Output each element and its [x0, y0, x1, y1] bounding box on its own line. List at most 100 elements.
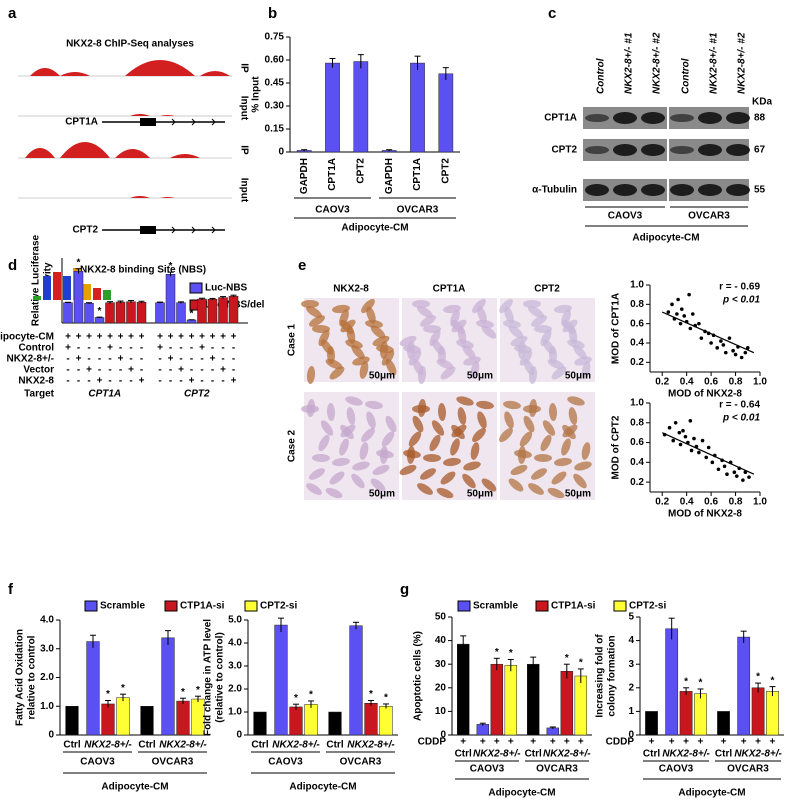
tissue: [346, 407, 356, 425]
gene-exon: [140, 118, 156, 126]
blot-band: [726, 112, 750, 124]
bar: [155, 302, 165, 324]
point: [745, 346, 750, 350]
y-tick-label: 3: [628, 659, 634, 670]
y-tick-label: 0.6: [630, 437, 644, 448]
condition-mark: -: [190, 343, 193, 354]
kda-label: KDa: [752, 97, 772, 108]
y-axis-label: Apoptotic cells (%): [413, 631, 424, 721]
motif-letter: [83, 284, 91, 300]
bar: [325, 62, 340, 153]
blot-band: [613, 184, 637, 196]
condition-mark: -: [211, 343, 214, 354]
group-label: CAOV3: [659, 764, 694, 775]
track-signal: [25, 148, 55, 158]
blot-band: [641, 112, 665, 124]
y-tick-label: 0.60: [265, 55, 285, 66]
treatment-mark: +: [578, 737, 584, 748]
treatment-mark: +: [460, 737, 466, 748]
condition-label: Control: [18, 343, 54, 354]
x-axis-label: Adipocyte-CM: [341, 223, 408, 234]
group-label: OVCAR3: [397, 205, 439, 216]
significance: *: [121, 683, 125, 694]
track-signal: [125, 60, 195, 76]
blot-band: [726, 184, 750, 196]
legend-label: Scramble: [473, 601, 518, 612]
significance: *: [771, 675, 775, 686]
point: [699, 336, 704, 340]
x-axis-label: Adipocyte-CM: [289, 782, 356, 793]
condition-mark: -: [98, 343, 101, 354]
tissue: [463, 461, 481, 471]
condition-label: NKX2-8: [18, 376, 54, 387]
track-label: Input: [238, 96, 249, 121]
bar: [546, 727, 559, 736]
group-label: OVCAR3: [340, 757, 382, 768]
tissue: [531, 315, 547, 327]
case-label: Case 1: [287, 323, 298, 356]
significance: *: [509, 648, 513, 659]
x-tick-label: 1.0: [753, 497, 767, 508]
point: [687, 292, 691, 297]
legend-swatch: [84, 600, 98, 612]
tissue: [417, 306, 433, 318]
point: [681, 428, 685, 433]
tissue: [451, 319, 467, 333]
condition-mark: +: [210, 332, 216, 343]
condition-mark: +: [118, 332, 124, 343]
bar: [228, 295, 239, 324]
x-axis-label: Adipocyte-CM: [101, 782, 168, 793]
bar: [694, 693, 707, 736]
legend-label: CTP1A-si: [551, 601, 596, 612]
lane-label: NKX2-8+/- #2: [737, 32, 748, 94]
motif-letter: [103, 290, 111, 300]
y-tick-label: 1.0: [630, 280, 644, 291]
bar: [186, 319, 197, 324]
tissue: [423, 453, 441, 463]
track-label: IP: [238, 63, 249, 73]
tissue: [510, 335, 528, 347]
tissue: [574, 356, 592, 366]
tissue: [568, 407, 578, 425]
bar: [410, 62, 425, 153]
y-tick-label: 50: [435, 612, 447, 623]
tissue: [528, 366, 538, 384]
condition-mark: +: [220, 332, 226, 343]
y-tick-label: 4.0: [40, 615, 54, 626]
point: [673, 420, 678, 425]
point: [676, 297, 680, 302]
condition-mark: +: [128, 365, 134, 376]
subgroup-label: Ctrl: [455, 749, 472, 760]
track-signal: [130, 196, 150, 198]
tissue: [437, 403, 447, 421]
bar: [197, 298, 207, 324]
tissue: [463, 356, 481, 366]
gene-label: CPT2: [72, 225, 98, 236]
point: [682, 314, 687, 318]
condition-mark: +: [118, 354, 124, 365]
panel-letter: d: [8, 257, 17, 274]
condition-mark: -: [108, 354, 111, 365]
bar: [737, 636, 751, 736]
condition-mark: -: [211, 365, 214, 376]
y-tick-label: 1.0: [40, 701, 54, 712]
tissue: [457, 407, 467, 425]
tissue: [540, 329, 552, 347]
bar: [574, 675, 587, 736]
tissue: [325, 487, 343, 499]
group-label: OVCAR3: [152, 757, 194, 768]
subgroup-label: Ctrl: [715, 749, 732, 760]
condition-mark: -: [158, 376, 161, 387]
significance: *: [565, 653, 569, 664]
tissue: [417, 483, 433, 495]
significance: *: [169, 261, 173, 272]
gene-arrow: [171, 118, 176, 126]
significance: *: [495, 647, 499, 658]
y-axis-label: Increasing fold of: [595, 634, 606, 718]
condition-mark: +: [189, 376, 195, 387]
significance: *: [196, 685, 200, 696]
blot-band: [670, 184, 694, 196]
tissue: [376, 449, 394, 459]
condition-mark: -: [87, 343, 90, 354]
